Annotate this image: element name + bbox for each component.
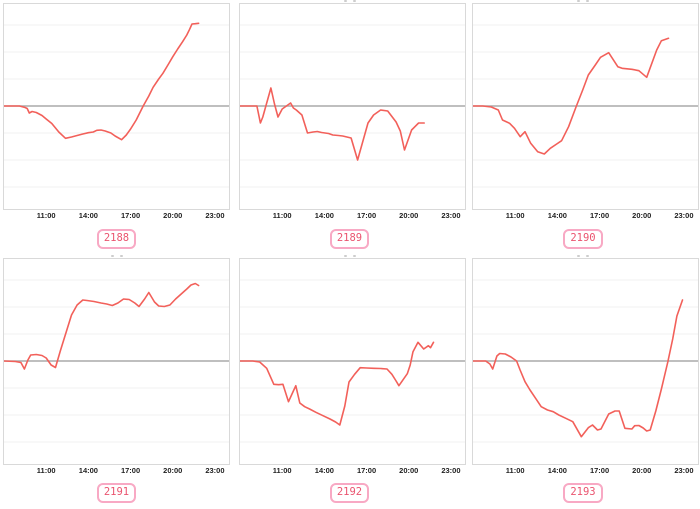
clipped-title-mark <box>577 0 580 2</box>
plot-area: 11:00 14:00 17:00 20:00 23:00 <box>239 258 466 476</box>
x-tick-label: 14:00 <box>78 211 98 220</box>
clipped-chart-title <box>233 0 466 3</box>
badge-row: 2193 <box>466 483 700 504</box>
x-tick-label: 20:00 <box>632 211 652 220</box>
chart-cell: 11:00 14:00 17:00 20:00 23:00 2190 <box>466 0 700 250</box>
clipped-title-mark <box>352 0 356 2</box>
chart-canvas <box>472 258 699 465</box>
badge-row: 2191 <box>0 483 233 504</box>
chart-canvas <box>239 3 466 210</box>
x-axis: 11:00 14:00 17:00 20:00 23:00 <box>239 465 466 476</box>
clipped-title-mark <box>119 255 123 257</box>
x-axis: 11:00 14:00 17:00 20:00 23:00 <box>3 465 230 476</box>
x-tick-label: 11:00 <box>505 211 525 220</box>
clipped-title-mark <box>343 0 347 2</box>
badge-row: 2188 <box>0 229 233 250</box>
x-tick-label: 23:00 <box>441 466 461 475</box>
x-tick-label: 17:00 <box>120 211 141 220</box>
price-line <box>473 37 670 155</box>
price-line <box>473 299 684 438</box>
x-axis: 11:00 14:00 17:00 20:00 23:00 <box>472 465 699 476</box>
chart-id-badge[interactable]: 2191 <box>96 483 137 504</box>
x-tick-label: 23:00 <box>674 466 694 475</box>
chart-id-badge[interactable]: 2193 <box>563 483 603 504</box>
x-tick-label: 23:00 <box>674 211 694 220</box>
chart-id-badge[interactable]: 2189 <box>329 229 370 250</box>
x-tick-label: 14:00 <box>78 466 98 475</box>
x-axis: 11:00 14:00 17:00 20:00 23:00 <box>239 210 466 221</box>
x-tick-label: 20:00 <box>632 466 652 475</box>
badge-row: 2189 <box>233 229 466 250</box>
x-tick-label: 17:00 <box>589 466 610 475</box>
x-tick-label: 11:00 <box>272 466 292 475</box>
clipped-title-mark <box>110 255 114 257</box>
chart-canvas <box>3 3 230 210</box>
clipped-chart-title <box>0 250 233 258</box>
x-tick-label: 11:00 <box>505 466 525 475</box>
plot-area: 11:00 14:00 17:00 20:00 23:00 <box>3 258 230 476</box>
x-tick-label: 14:00 <box>547 211 567 220</box>
x-tick-label: 17:00 <box>356 211 377 220</box>
x-tick-label: 20:00 <box>163 466 183 475</box>
price-line <box>4 282 200 370</box>
x-tick-label: 20:00 <box>163 211 183 220</box>
line-chart <box>240 24 465 188</box>
x-tick-label: 11:00 <box>36 211 56 220</box>
price-line <box>4 22 200 141</box>
clipped-title-mark <box>586 255 589 257</box>
plot-area: 11:00 14:00 17:00 20:00 23:00 <box>472 3 699 221</box>
x-tick-label: 11:00 <box>36 466 56 475</box>
chart-id-badge[interactable]: 2190 <box>563 229 603 250</box>
plot-area: 11:00 14:00 17:00 20:00 23:00 <box>3 3 230 221</box>
badge-row: 2192 <box>233 483 466 504</box>
clipped-title-mark <box>343 255 347 257</box>
x-tick-label: 23:00 <box>205 211 225 220</box>
x-tick-label: 20:00 <box>399 211 419 220</box>
chart-id-badge[interactable]: 2188 <box>96 229 137 250</box>
clipped-chart-title <box>466 0 700 3</box>
x-tick-label: 11:00 <box>272 211 292 220</box>
chart-canvas <box>239 258 466 465</box>
clipped-title-mark <box>352 255 356 257</box>
chart-id-badge[interactable]: 2192 <box>329 483 370 504</box>
plot-area: 11:00 14:00 17:00 20:00 23:00 <box>472 258 699 476</box>
clipped-chart-title <box>466 250 700 258</box>
x-tick-label: 17:00 <box>120 466 141 475</box>
chart-canvas <box>3 258 230 465</box>
line-chart <box>4 279 229 443</box>
line-chart <box>473 279 698 443</box>
line-chart <box>473 24 698 188</box>
x-tick-label: 23:00 <box>441 211 461 220</box>
plot-area: 11:00 14:00 17:00 20:00 23:00 <box>239 3 466 221</box>
x-tick-label: 14:00 <box>314 211 334 220</box>
chart-cell: 11:00 14:00 17:00 20:00 23:00 2191 <box>0 250 233 509</box>
clipped-chart-title <box>0 0 233 3</box>
price-line <box>240 341 435 426</box>
x-tick-label: 14:00 <box>314 466 334 475</box>
x-tick-label: 17:00 <box>589 211 610 220</box>
line-chart <box>4 22 229 188</box>
line-chart <box>240 279 465 443</box>
x-tick-label: 23:00 <box>205 466 225 475</box>
x-tick-label: 14:00 <box>547 466 567 475</box>
chart-cell: 11:00 14:00 17:00 20:00 23:00 2189 <box>233 0 466 250</box>
clipped-chart-title <box>233 250 466 258</box>
clipped-title-mark <box>577 255 580 257</box>
x-axis: 11:00 14:00 17:00 20:00 23:00 <box>3 210 230 221</box>
chart-cell: 11:00 14:00 17:00 20:00 23:00 2188 <box>0 0 233 250</box>
chart-cell: 11:00 14:00 17:00 20:00 23:00 2193 <box>466 250 700 509</box>
chart-canvas <box>472 3 699 210</box>
badge-row: 2190 <box>466 229 700 250</box>
x-axis: 11:00 14:00 17:00 20:00 23:00 <box>472 210 699 221</box>
price-line <box>240 87 425 161</box>
x-tick-label: 17:00 <box>356 466 377 475</box>
chart-cell: 11:00 14:00 17:00 20:00 23:00 2192 <box>233 250 466 509</box>
clipped-title-mark <box>586 0 589 2</box>
x-tick-label: 20:00 <box>399 466 419 475</box>
